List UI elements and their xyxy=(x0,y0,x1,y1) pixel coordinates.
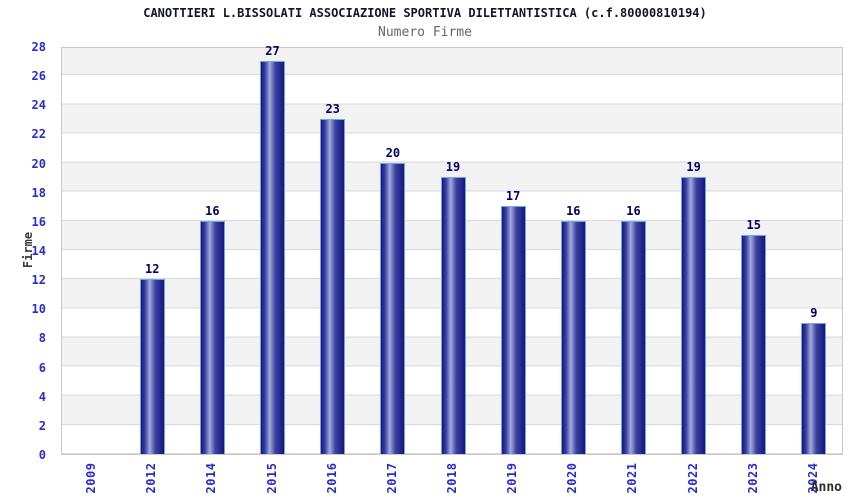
bar xyxy=(260,61,286,454)
bar xyxy=(560,221,586,454)
x-axis-tick-label: 2022 xyxy=(685,462,700,494)
bar xyxy=(320,119,346,454)
bar xyxy=(500,206,526,454)
y-axis-tick-label: 14 xyxy=(31,244,46,258)
y-axis-tick-label: 16 xyxy=(31,214,46,229)
x-axis-tick-label: 2019 xyxy=(505,462,520,494)
y-axis-tick-label: 22 xyxy=(31,127,46,142)
bar-value-label: 16 xyxy=(205,204,220,218)
chart-title: CANOTTIERI L.BISSOLATI ASSOCIAZIONE SPOR… xyxy=(143,6,707,20)
bar xyxy=(380,163,406,454)
bar xyxy=(741,235,767,454)
y-axis-tick-label: 24 xyxy=(31,98,46,113)
bar xyxy=(681,177,707,454)
bar-value-label: 19 xyxy=(686,160,701,174)
y-axis-tick-label: 20 xyxy=(31,156,46,171)
y-axis-tick-label: 6 xyxy=(38,360,46,375)
chart-subtitle: Numero Firme xyxy=(378,25,472,40)
x-axis-title: Anno xyxy=(810,480,842,495)
x-axis-tick-label: 2023 xyxy=(745,462,760,494)
bar-value-label: 20 xyxy=(385,146,401,160)
x-axis-tick-label: 2015 xyxy=(264,462,279,494)
x-axis-tick-label: 2014 xyxy=(204,462,219,494)
bar-value-label: 9 xyxy=(810,306,818,320)
plot-area: 12 16 27 23 20 19 17 16 16 19 15 9 xyxy=(61,44,843,455)
bar-value-label: 16 xyxy=(626,204,641,218)
y-axis-tick-label: 18 xyxy=(31,185,46,200)
x-axis-tick-label: 2009 xyxy=(84,462,99,494)
bar xyxy=(139,279,165,454)
y-axis-tick-label: 28 xyxy=(31,40,46,54)
bar-value-label: 12 xyxy=(144,262,160,276)
bar-value-label: 17 xyxy=(505,189,521,203)
bar-value-label: 23 xyxy=(325,102,340,116)
bar-value-label: 16 xyxy=(566,204,581,218)
y-axis-tick-label: 4 xyxy=(38,389,46,404)
y-axis-tick-label: 0 xyxy=(38,448,46,462)
y-axis-tick-label: 8 xyxy=(38,331,46,346)
bar-value-label: 27 xyxy=(265,44,280,58)
x-axis-tick-label: 2018 xyxy=(445,462,459,494)
x-axis-tick-label: 2017 xyxy=(384,462,399,494)
bar-value-label: 19 xyxy=(445,160,461,174)
bar-value-label: 15 xyxy=(746,218,761,232)
y-axis-tick-label: 2 xyxy=(38,418,46,433)
bar xyxy=(801,323,827,454)
x-axis-tick-label: 2012 xyxy=(144,462,159,494)
bar xyxy=(440,177,466,454)
bar xyxy=(620,221,646,454)
x-axis-tick-label: 2020 xyxy=(565,462,580,494)
x-axis-tick-label: 2021 xyxy=(625,462,640,494)
x-axis-tick-label: 2016 xyxy=(324,462,339,494)
bar xyxy=(199,221,225,454)
y-axis-tick-label: 26 xyxy=(31,69,46,84)
y-axis-tick-label: 10 xyxy=(31,302,46,317)
y-axis-tick-label: 12 xyxy=(31,273,46,288)
